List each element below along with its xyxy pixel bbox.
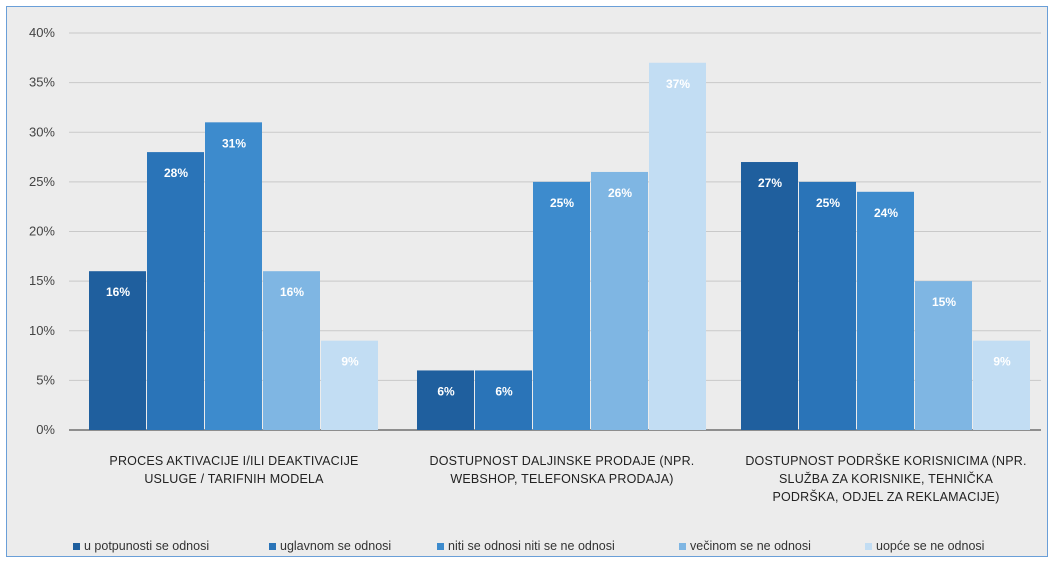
data-label: 6% [437, 384, 455, 398]
data-label: 25% [550, 196, 574, 210]
data-label: 16% [106, 285, 130, 299]
y-tick-label: 35% [29, 75, 55, 90]
y-tick-label: 10% [29, 323, 55, 338]
legend-entry: niti se odnosi niti se ne odnosi [448, 539, 615, 553]
bar [533, 181, 590, 430]
legend-swatch [437, 543, 444, 550]
legend-swatch [679, 543, 686, 550]
bar [973, 340, 1030, 430]
legend-entry: uopće se ne odnosi [876, 539, 984, 553]
legend: u potpunosti se odnosi uglavnom se odnosi… [73, 539, 984, 553]
bar [857, 191, 914, 430]
y-tick-label: 20% [29, 224, 55, 239]
category-label: PODRŠKA, ODJEL ZA REKLAMACIJE) [772, 489, 999, 504]
y-tick-label: 30% [29, 124, 55, 139]
data-label: 31% [222, 136, 246, 150]
bars [89, 62, 1030, 431]
data-label: 9% [993, 355, 1011, 369]
bar [915, 281, 972, 430]
category-label: DOSTUPNOST DALJINSKE PRODAJE (NPR. [430, 454, 695, 468]
data-label: 16% [280, 285, 304, 299]
bar [475, 370, 532, 430]
bar [799, 181, 856, 430]
data-label: 28% [164, 166, 188, 180]
bar [591, 171, 648, 430]
legend-swatch [269, 543, 276, 550]
bar [147, 152, 204, 430]
chart-frame: 0% 5% 10% 15% 20% 25% 30% 35% 40% 16% 6% 27% 28% 6% 2… [6, 6, 1048, 557]
legend-swatch [73, 543, 80, 550]
bar [649, 62, 706, 431]
data-labels: 16% 6% 27% 28% 6% 25% 31% 25% 24% 16% 26% 15% 9% 37% 9… [106, 77, 1011, 399]
bar [417, 370, 474, 430]
data-label: 26% [608, 186, 632, 200]
bar [89, 271, 146, 430]
data-label: 6% [495, 384, 513, 398]
data-label: 25% [816, 196, 840, 210]
y-tick-label: 40% [29, 25, 55, 40]
category-label: SLUŽBA ZA KORISNIKE, TEHNIČKA [779, 471, 993, 486]
y-tick-label: 5% [36, 372, 55, 387]
legend-entry: uglavnom se odnosi [280, 539, 391, 553]
data-label: 9% [341, 355, 359, 369]
y-tick-label: 15% [29, 273, 55, 288]
y-tick-label: 0% [36, 422, 55, 437]
y-tick-label: 25% [29, 174, 55, 189]
data-label: 37% [666, 77, 690, 91]
category-label: PROCES AKTIVACIJE I/ILI DEAKTIVACIJE [109, 454, 358, 468]
legend-entry: večinom se ne odnosi [690, 539, 811, 553]
data-label: 27% [758, 176, 782, 190]
category-label: DOSTUPNOST PODRŠKE KORISNICIMA (NPR. [745, 453, 1026, 468]
data-label: 24% [874, 206, 898, 220]
bar-chart: 0% 5% 10% 15% 20% 25% 30% 35% 40% 16% 6% 27% 28% 6% 2… [29, 25, 1041, 553]
bar [205, 122, 262, 430]
category-label: USLUGE / TARIFNIH MODELA [144, 472, 324, 486]
x-axis: PROCES AKTIVACIJE I/ILI DEAKTIVACIJE USLU… [109, 453, 1026, 504]
legend-swatch [865, 543, 872, 550]
category-label: WEBSHOP, TELEFONSKA PRODAJA) [450, 472, 673, 486]
bar [741, 162, 798, 430]
bar [321, 340, 378, 430]
data-label: 15% [932, 295, 956, 309]
y-axis: 0% 5% 10% 15% 20% 25% 30% 35% 40% [29, 25, 55, 437]
bar [263, 271, 320, 430]
legend-entry: u potpunosti se odnosi [84, 539, 209, 553]
